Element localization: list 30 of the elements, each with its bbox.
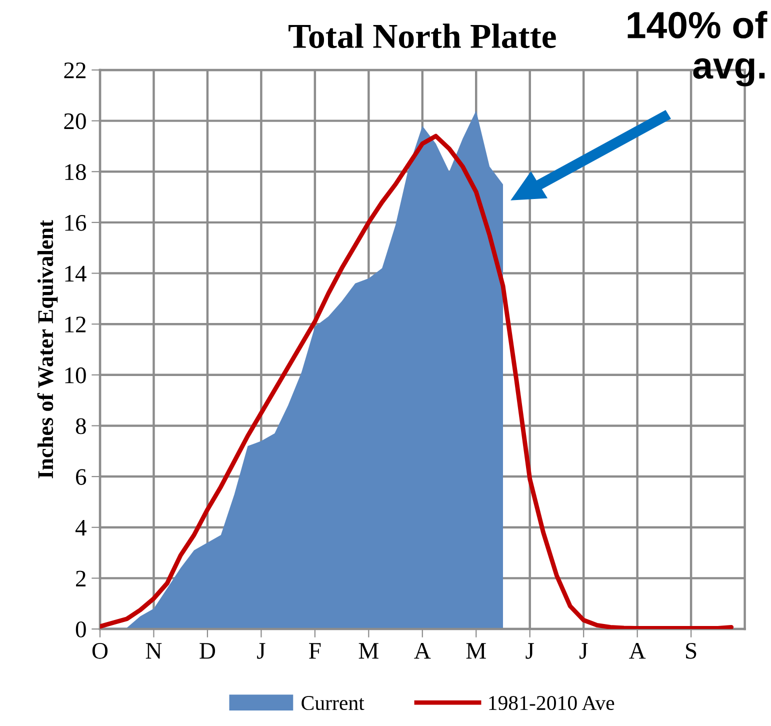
x-tick-label: J: [526, 643, 534, 659]
x-tick-label: A: [629, 643, 646, 659]
x-tick-label: M: [358, 643, 378, 659]
legend-label: 1981-2010 Ave: [489, 696, 614, 710]
x-tick-label: S: [686, 642, 696, 659]
x-tick-label: F: [309, 643, 321, 659]
x-tick-label: J: [579, 643, 588, 659]
y-tick-label: 8: [76, 418, 86, 434]
y-tick-label: 20: [64, 113, 86, 130]
y-tick-label: 4: [75, 520, 86, 536]
x-tick-label: A: [414, 643, 431, 659]
y-tick-label: 12: [65, 316, 86, 332]
line-series: [100, 134, 734, 630]
chart-title: Total North Platte: [288, 24, 556, 48]
x-tick-label: J: [257, 643, 266, 659]
y-tick-label: 2: [76, 570, 86, 586]
x-tick-label: D: [200, 643, 216, 659]
annotation: 140% of avg.: [628, 10, 768, 86]
legend-label: Current: [302, 696, 364, 710]
y-tick-label: 0: [76, 621, 86, 638]
y-tick-label: 18: [65, 164, 86, 180]
y-axis-title: Inches of Water Equivalent: [37, 220, 58, 478]
y-tick-label: 16: [65, 215, 86, 231]
x-tick-label: M: [466, 643, 486, 659]
y-tick-label: 14: [65, 266, 86, 282]
y-tick-label: 6: [76, 469, 86, 485]
x-tick-label: O: [92, 642, 108, 659]
y-tick-label: 10: [65, 367, 86, 384]
y-tick-label: 22: [64, 62, 86, 78]
x-tick-label: N: [146, 643, 162, 659]
